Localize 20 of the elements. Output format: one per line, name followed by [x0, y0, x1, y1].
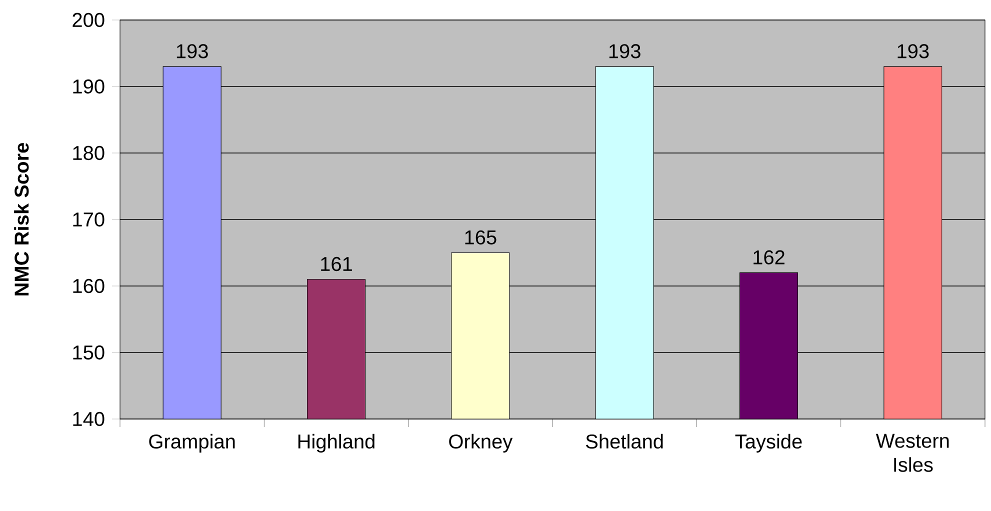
- y-tick-label: 190: [73, 79, 104, 94]
- data-label: 161: [321, 256, 352, 272]
- data-label: 193: [176, 44, 208, 58]
- data-label: 193: [609, 44, 640, 58]
- y-tick-label: 150: [73, 345, 104, 360]
- data-label: 165: [465, 230, 496, 244]
- data-label: 193: [898, 44, 929, 58]
- y-tick-label: 160: [73, 278, 104, 294]
- x-tick-label: Shetland: [586, 434, 663, 449]
- y-tick-label: 170: [73, 212, 104, 227]
- y-tick-label: 200: [72, 12, 104, 28]
- y-tick-label: 140: [73, 412, 104, 426]
- x-tick-label: Highland: [298, 434, 374, 453]
- x-tick-label: Orkney: [449, 434, 513, 453]
- x-tick-label: Tayside: [735, 434, 802, 453]
- data-label: 162: [754, 250, 784, 264]
- x-tick-label: Grampian: [149, 434, 235, 453]
- x-tick-label: Western Isles: [876, 434, 949, 472]
- y-tick-label: 180: [73, 146, 104, 160]
- y-axis-title: NMC Risk Score: [14, 142, 29, 296]
